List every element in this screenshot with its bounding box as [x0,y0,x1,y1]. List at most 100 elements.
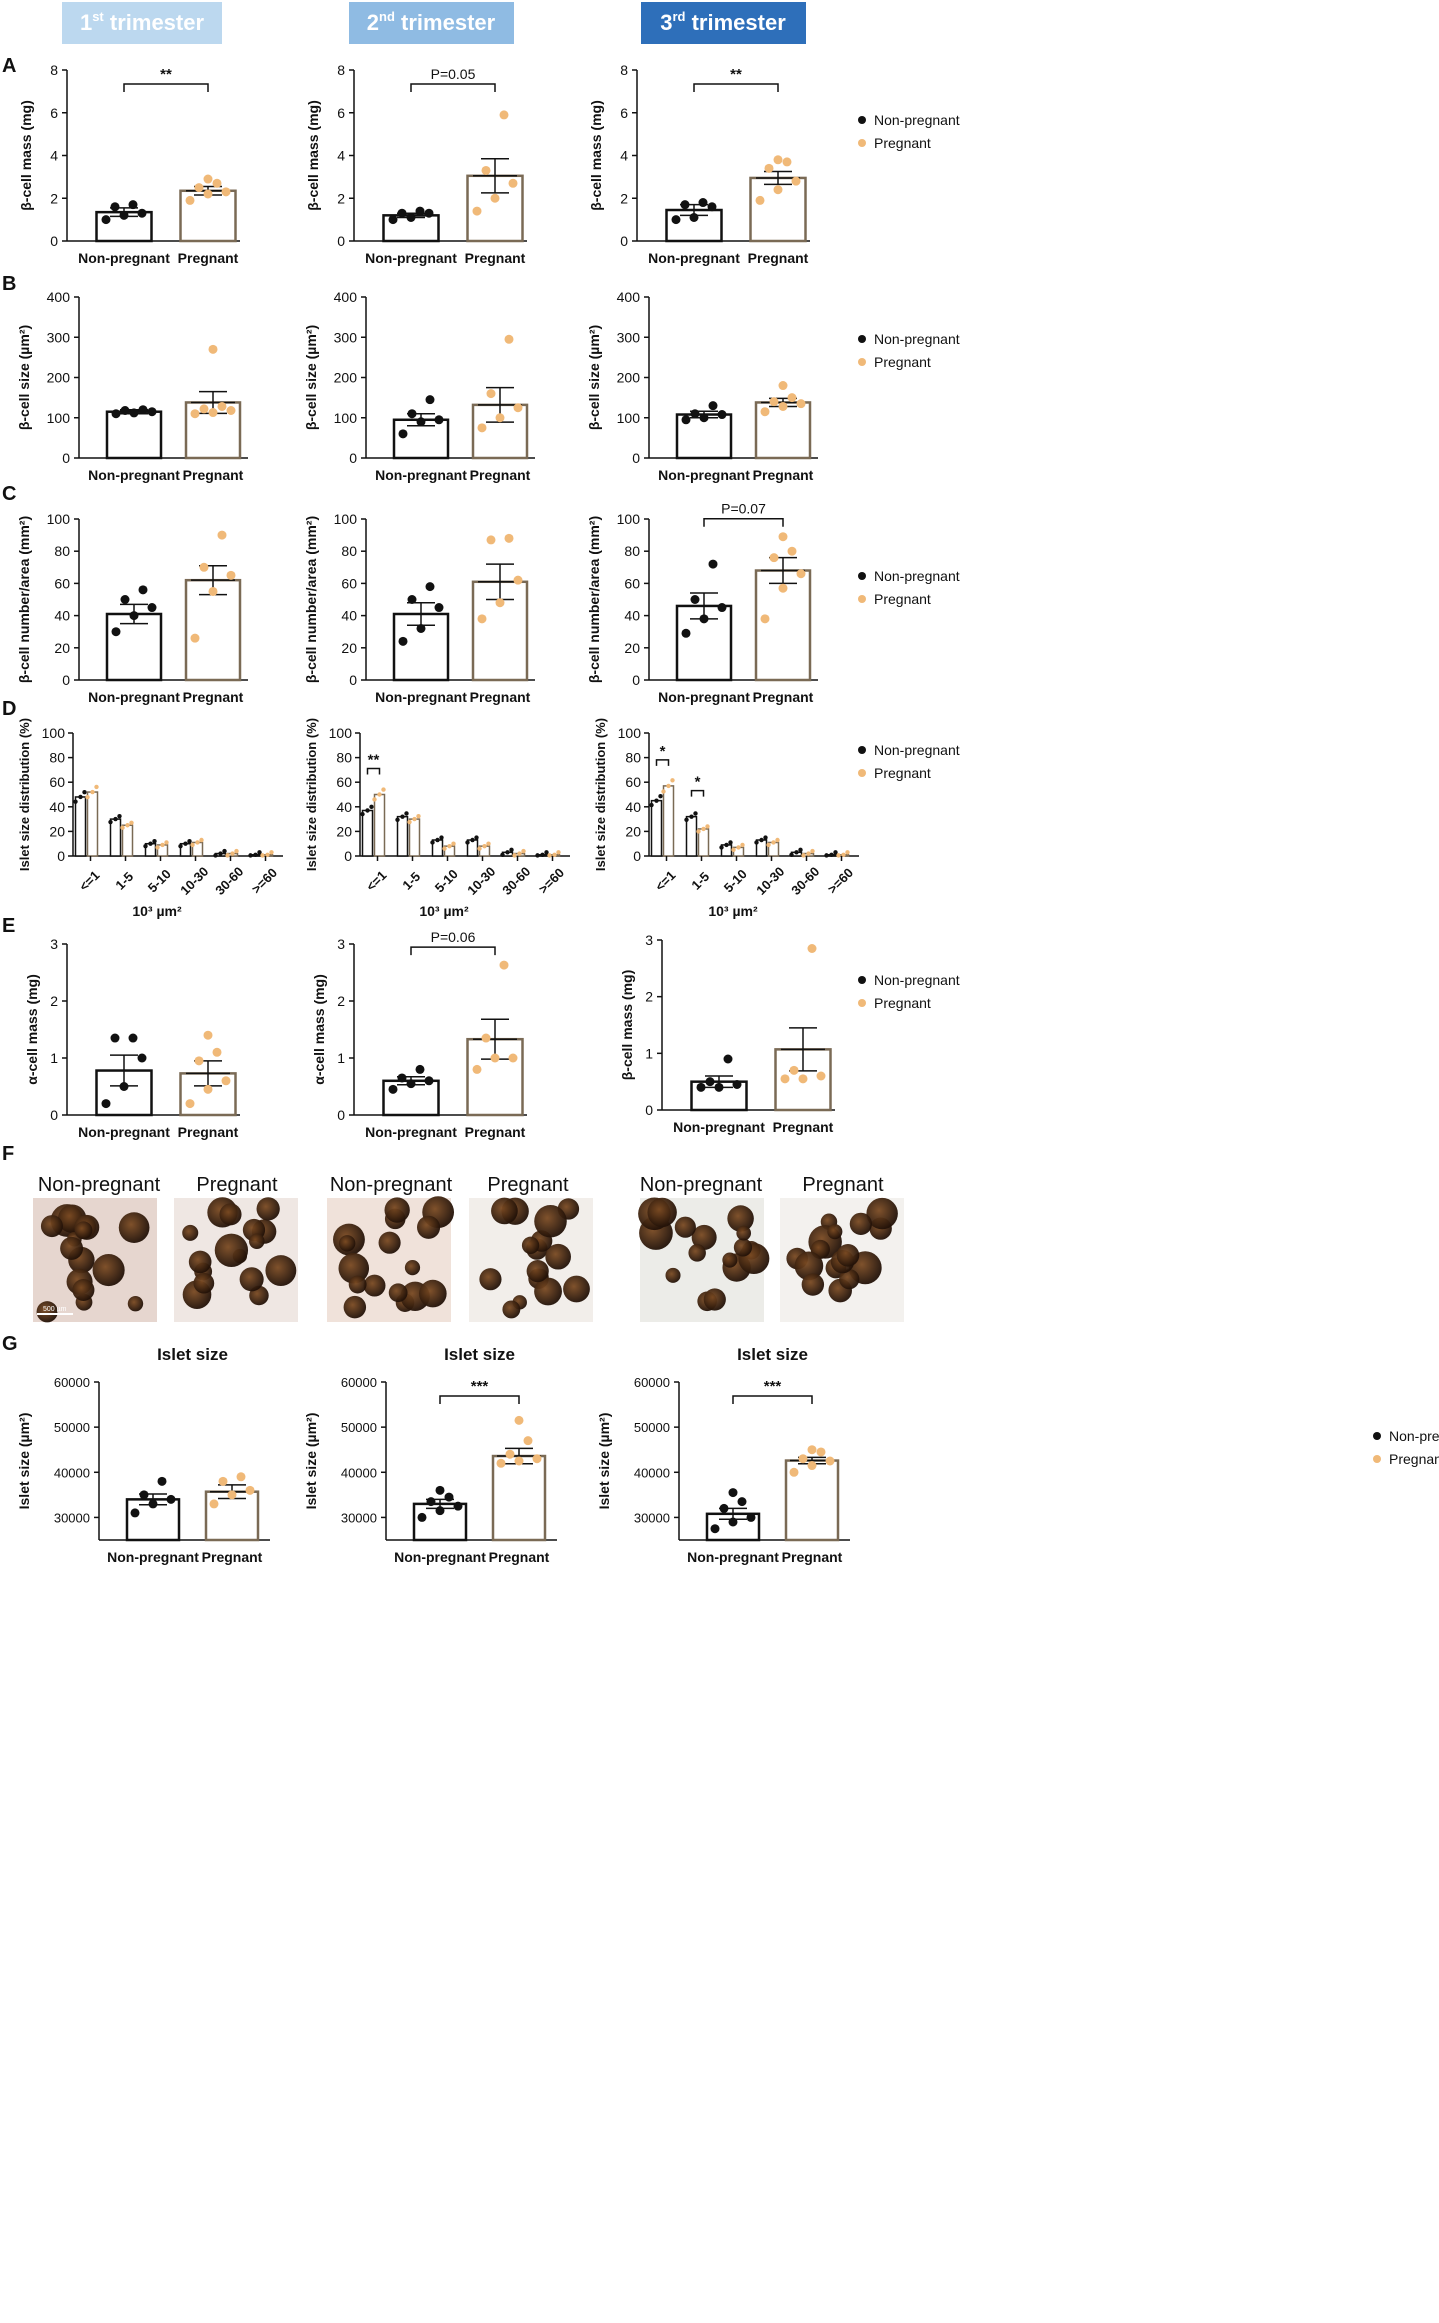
data-point [444,1492,454,1502]
data-point [787,546,797,556]
data-point [185,195,195,205]
data-point [147,407,157,417]
data-point [509,847,514,853]
data-point [710,1524,720,1534]
chart-D1: 0 20 40 60 80 100 Islet size distribution (%) <… [17,718,283,919]
data-point [771,840,776,845]
data-point [129,408,139,418]
data-point [807,944,817,953]
trimester-header-1: 1st trimester [62,2,222,44]
micrograph-1: Non-pregnant 500 µm [33,1174,161,1323]
data-point [395,817,400,822]
significance-label: ** [368,752,380,769]
islet [491,1197,518,1225]
data-point [845,850,850,855]
data-point [185,1099,195,1109]
y-tick-label: 0 [620,233,628,249]
data-point [477,614,487,624]
y-axis-label: β-cell number/area (mm²) [586,516,602,683]
data-point [222,848,227,854]
data-point [714,1082,724,1092]
data-point [166,1494,176,1504]
legend-marker-non-pregnant [858,335,866,343]
x-tick-label: >=60 [536,865,568,897]
panel-letter-E: E [2,915,15,937]
y-tick-label: 0 [62,450,70,466]
islet [343,1295,367,1319]
y-tick-label: 40 [49,799,65,815]
y-tick-label: 6 [620,105,628,121]
data-point [798,847,803,853]
x-tick-label: Non-pregnant [365,1124,457,1140]
islet [40,1215,63,1238]
trimester-header-label: 1st trimester [80,9,205,35]
x-tick-label: Pregnant [753,467,814,483]
data-point [157,1476,167,1486]
y-tick-label: 40 [625,799,641,815]
data-point [435,1506,445,1516]
data-point [671,215,681,225]
islet [502,1300,521,1319]
data-point [120,595,130,604]
islet [239,1267,264,1292]
data-point [360,811,365,817]
data-point [128,200,138,210]
y-tick-label: 60000 [341,1375,377,1390]
islet [479,1268,502,1291]
y-tick-label: 80 [54,543,70,559]
y-tick-label: 0 [632,672,640,688]
islet [416,1215,441,1239]
y-axis-label: Islet size distribution (%) [17,718,32,871]
data-point [486,535,496,545]
data-point [717,410,727,420]
islet [836,1244,860,1267]
data-point [377,792,382,797]
data-point [505,1449,515,1459]
y-tick-label: 80 [341,543,357,559]
data-point [94,784,99,790]
data-point [787,393,797,403]
data-point [218,851,223,856]
data-point [490,193,500,203]
chart-title: Islet size [157,1345,228,1364]
data-point [397,208,407,218]
data-point [517,851,522,856]
chart-E3: 0 1 2 3 β-cell mass (mg) Non-pregnant Pregnant [619,932,835,1135]
data-point [78,794,83,800]
bar-pregnant [373,793,386,857]
y-tick-label: 50000 [341,1420,377,1435]
chart-A1: 0 2 4 6 8 β-cell mass (mg) Non-pregnant Pregnan… [18,62,240,266]
x-tick-label: Pregnant [748,250,809,266]
y-tick-label: 0 [337,1107,345,1123]
data-point [199,404,209,414]
chart-E2: 0 1 2 3 α-cell mass (mg) Non-pregnant Pregnant… [311,929,527,1140]
data-point [257,850,262,855]
significance-label: P=0.05 [431,66,476,82]
data-point [782,157,792,167]
y-tick-label: 0 [349,450,357,466]
data-point [248,853,253,858]
data-point [824,853,829,858]
data-point [723,1054,733,1064]
y-tick-label: 80 [336,750,352,766]
x-tick-label: Pregnant [773,1119,834,1135]
data-point [253,852,258,857]
data-point [416,813,421,819]
data-point [496,1458,506,1468]
data-point [430,840,435,845]
x-tick-label: 30-60 [499,864,533,898]
y-tick-label: 40000 [54,1465,90,1480]
y-tick-label: 2 [337,190,345,206]
data-point [833,850,838,855]
data-point [406,1079,416,1089]
x-axis-label: 10³ µm² [419,903,469,919]
significance-bracket [439,1395,520,1404]
data-point [816,1447,826,1457]
islet [338,1253,370,1284]
data-point [269,850,274,855]
y-tick-label: 60 [49,774,65,790]
scale-bar-label: 500 µm [43,1306,67,1313]
islet [521,1236,540,1255]
islet [265,1255,297,1286]
